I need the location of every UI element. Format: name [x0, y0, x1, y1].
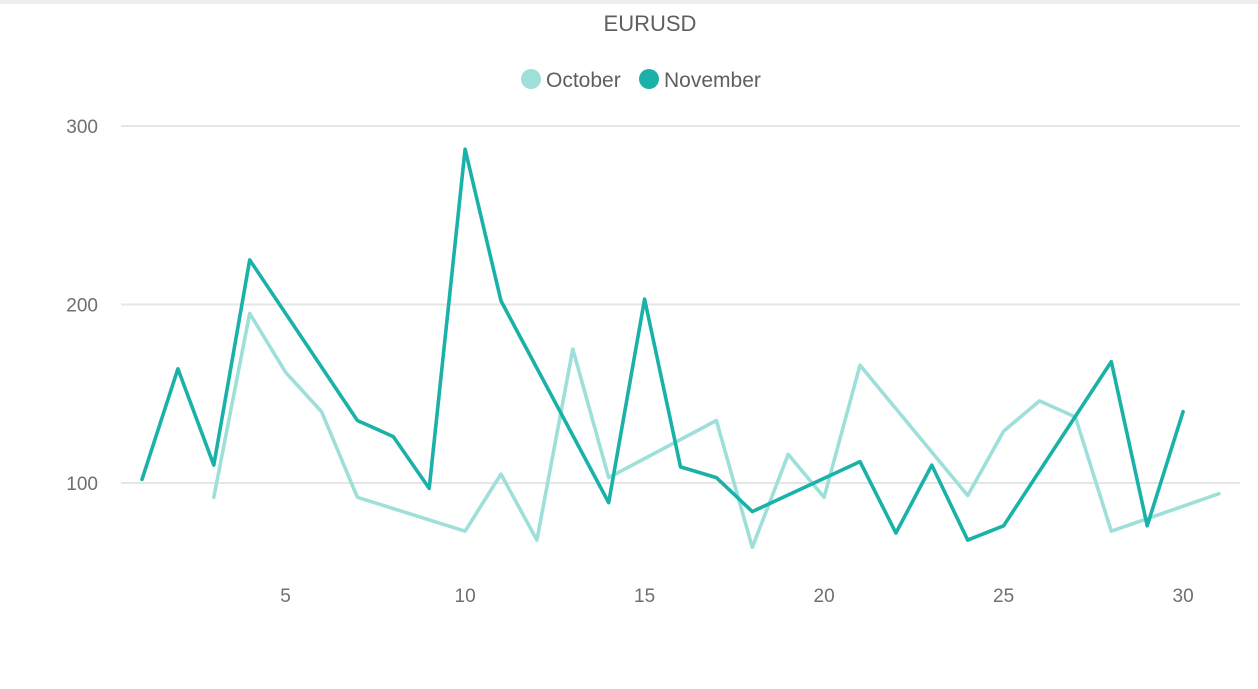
- series-line-october[interactable]: [212, 311, 1221, 550]
- x-axis: 5 10 15 20 25 30: [280, 586, 1193, 607]
- grid: [121, 125, 1240, 484]
- legend-label: November: [664, 69, 761, 92]
- x-tick-label: 5: [280, 586, 291, 607]
- legend-marker-icon: [639, 69, 659, 89]
- legend-item-november[interactable]: November: [639, 69, 761, 92]
- x-tick-label: 20: [814, 586, 835, 607]
- x-tick-label: 30: [1173, 586, 1194, 607]
- top-border-strip: [0, 0, 1258, 4]
- legend-label: October: [546, 69, 621, 92]
- series-group: [140, 147, 1221, 550]
- y-tick-label: 100: [66, 474, 98, 495]
- legend-item-october[interactable]: October: [521, 69, 621, 92]
- chart-title: EURUSD: [604, 11, 697, 36]
- y-axis: 100 200 300: [66, 117, 98, 495]
- legend-marker-icon: [521, 69, 541, 89]
- x-tick-label: 10: [455, 586, 476, 607]
- legend[interactable]: October November: [521, 69, 761, 92]
- x-tick-label: 25: [993, 586, 1014, 607]
- x-tick-label: 15: [634, 586, 655, 607]
- y-tick-label: 300: [66, 117, 98, 138]
- y-tick-label: 200: [66, 296, 98, 317]
- series-line-november[interactable]: [140, 147, 1185, 542]
